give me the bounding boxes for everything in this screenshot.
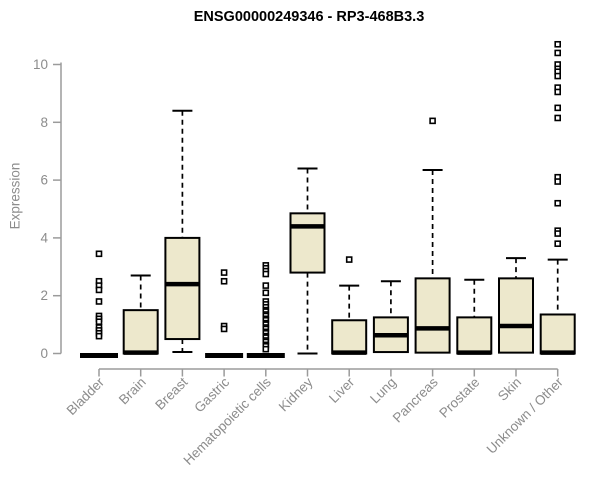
box-group (122, 274, 159, 355)
outlier-point (429, 117, 436, 125)
box-rect (164, 236, 201, 341)
box-rect (498, 277, 534, 354)
box-group (414, 117, 451, 354)
x-category-label: Bladder (64, 374, 108, 418)
box-rect (122, 309, 159, 355)
outlier-point (554, 240, 562, 247)
outlier-point (262, 345, 270, 353)
x-category-label: Lung (367, 375, 399, 407)
x-category-label: Prostate (436, 375, 482, 421)
outlier-point (554, 49, 562, 57)
outlier-point (220, 325, 228, 333)
y-tick-label: 0 (40, 346, 48, 361)
outlier-point (554, 88, 562, 96)
outlier-point (554, 114, 562, 122)
box-group (80, 250, 118, 358)
outlier-point (95, 332, 103, 340)
outlier-point (262, 270, 270, 278)
x-category-label: Brain (116, 375, 149, 408)
box-group (539, 40, 576, 355)
y-tick-label: 6 (40, 173, 48, 188)
outlier-point (554, 199, 562, 207)
collapsed-median-bar (205, 353, 244, 358)
box-group (331, 256, 368, 355)
outlier-point (262, 289, 270, 297)
outlier-point (220, 269, 228, 276)
box-group (456, 278, 493, 355)
box-rect (331, 319, 368, 355)
chart-title: ENSG00000249346 - RP3-468B3.3 (193, 9, 425, 25)
x-category-label: Unknown / Other (484, 374, 567, 457)
collapsed-median-bar (246, 353, 285, 358)
outlier-point (554, 178, 562, 185)
box-group (164, 109, 201, 354)
x-category-label: Gastric (191, 374, 232, 415)
box-rect (414, 277, 451, 354)
y-tick-label: 2 (40, 288, 48, 303)
outlier-point (95, 286, 103, 294)
box-rect (456, 316, 493, 355)
y-tick-label: 4 (40, 230, 48, 245)
box-group (289, 167, 326, 355)
collapsed-median-bar (80, 353, 118, 358)
outlier-point (220, 277, 228, 285)
box-group (205, 269, 244, 358)
x-category-label: Breast (152, 374, 190, 412)
outlier-point (95, 298, 103, 305)
x-category-label: Kidney (276, 374, 316, 414)
outlier-point (345, 256, 353, 263)
y-tick-label: 10 (33, 57, 48, 72)
y-tick-label: 8 (40, 115, 48, 130)
box-rect (289, 212, 326, 274)
x-category-label: Skin (495, 375, 524, 404)
outlier-point (95, 250, 103, 258)
box-group (498, 257, 534, 354)
outlier-point (554, 104, 562, 112)
box-group (372, 280, 409, 354)
outlier-point (554, 72, 562, 80)
outlier-point (554, 230, 562, 237)
x-category-label: Liver (326, 374, 358, 406)
outlier-point (554, 40, 562, 48)
outlier-point (262, 282, 270, 289)
box-group (246, 262, 285, 358)
box-rect (539, 313, 576, 355)
x-category-label: Pancreas (390, 374, 441, 425)
outlier-point (95, 318, 103, 326)
